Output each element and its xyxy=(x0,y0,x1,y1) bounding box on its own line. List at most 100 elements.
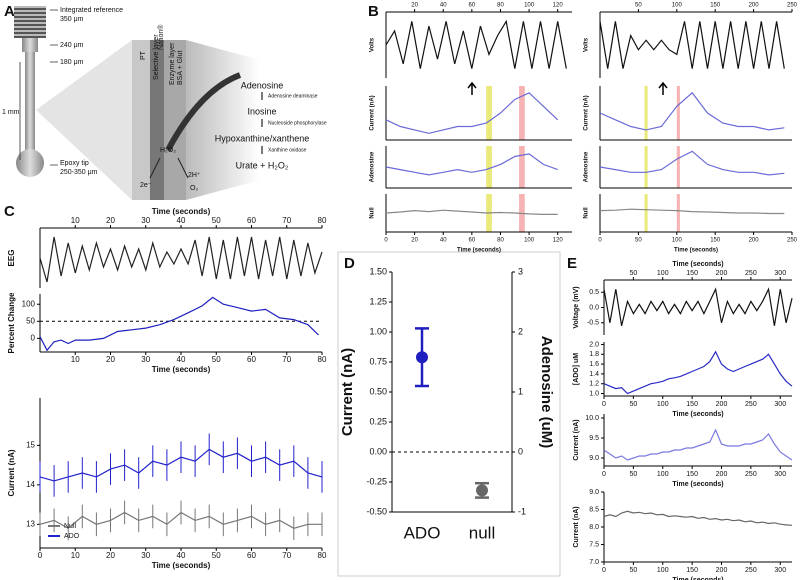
legend-label: ADO xyxy=(64,533,80,540)
y-tick-label: 0.00 xyxy=(369,446,387,456)
x-tick-label: 0 xyxy=(38,551,43,560)
x-tick-label: 100 xyxy=(672,238,683,244)
y2-tick-label: 0 xyxy=(518,446,523,456)
reaction-step: Inosine xyxy=(247,106,276,116)
x-axis-label: Time (seconds) xyxy=(672,577,723,580)
panel-label: C xyxy=(4,203,15,220)
y-tick-label: 9.0 xyxy=(589,489,599,496)
annotation: 240 μm xyxy=(60,42,84,49)
x-tick-label: 80 xyxy=(318,551,327,560)
x-tick-label: 20 xyxy=(411,238,418,244)
x-axis-label: Time (seconds) xyxy=(152,207,211,216)
legend-label: Null xyxy=(64,523,77,530)
x-tick-label: 300 xyxy=(774,270,786,277)
x-tick-label: 10 xyxy=(71,355,80,364)
y-tick-label: 1.0 xyxy=(589,390,599,397)
x-tick-label: 80 xyxy=(318,216,327,225)
x-tick-label: 50 xyxy=(629,401,637,408)
x-tick-label: null xyxy=(469,523,495,542)
x-tick-label: 250 xyxy=(787,238,798,244)
x-tick-label: 70 xyxy=(282,355,291,364)
x-tick-label: 150 xyxy=(710,238,721,244)
layer-label: BSA + Glut xyxy=(177,51,184,85)
y-tick-label: 14 xyxy=(26,480,35,489)
x-tick-label: 250 xyxy=(745,401,757,408)
panel-label: B xyxy=(368,3,379,20)
highlight-band xyxy=(676,86,680,140)
y-tick-label: 100 xyxy=(22,299,36,308)
x-axis-label: Time (seconds) xyxy=(674,248,718,254)
annotation: 250-350 μm xyxy=(60,169,98,176)
x-tick-label: 150 xyxy=(686,401,698,408)
y-tick-label: 0.25 xyxy=(369,416,387,426)
y-tick-label: 8.5 xyxy=(589,506,599,513)
x-tick-label: 200 xyxy=(716,471,728,478)
y-tick-label: 0.50 xyxy=(369,386,387,396)
y-tick-label: 1.8 xyxy=(589,351,599,358)
y-tick-label: 13 xyxy=(26,519,35,528)
x-tick-label: 40 xyxy=(440,3,447,9)
x-tick-label: 50 xyxy=(212,551,221,560)
highlight-band xyxy=(486,146,492,188)
x-tick-label: 150 xyxy=(686,567,698,574)
highlight-band xyxy=(676,194,680,232)
y-tick-label: 9.5 xyxy=(589,435,599,442)
data-line xyxy=(599,21,785,69)
x-tick-label: 40 xyxy=(440,238,447,244)
x-tick-label: 50 xyxy=(635,238,642,244)
x-tick-label: 100 xyxy=(657,567,669,574)
y2-tick-label: 2 xyxy=(518,326,523,336)
data-line xyxy=(599,91,785,131)
data-line xyxy=(603,350,793,395)
x-tick-label: 100 xyxy=(657,270,669,277)
x-tick-label: 200 xyxy=(716,270,728,277)
data-line xyxy=(385,153,558,176)
data-line xyxy=(385,92,559,134)
y-axis-label: Volts xyxy=(584,37,590,52)
layer-label: Nafion® xyxy=(157,24,165,50)
enzyme-label: Adenosine deaminase xyxy=(268,93,318,99)
y-axis-label: Current (nA) xyxy=(7,449,16,496)
data-line xyxy=(39,511,322,530)
x-tick-label: 60 xyxy=(469,3,476,9)
data-line xyxy=(39,296,319,352)
x-axis-label: Time (seconds) xyxy=(672,261,723,268)
data-line xyxy=(385,19,567,69)
x-axis-label: Time (seconds) xyxy=(672,411,723,418)
data-line xyxy=(39,236,323,283)
x-tick-label: 50 xyxy=(629,567,637,574)
x-tick-label: 200 xyxy=(749,3,760,9)
x-tick-label: 150 xyxy=(686,471,698,478)
y-tick-label: 15 xyxy=(26,440,35,449)
x-axis-label: Time (seconds) xyxy=(672,481,723,488)
reaction-step: Urate + H₂O₂ xyxy=(236,160,289,170)
x-tick-label: 50 xyxy=(212,216,221,225)
arrow xyxy=(467,81,668,95)
y-axis-label: EEG xyxy=(7,250,16,267)
x-tick-label: 150 xyxy=(710,3,721,9)
y-tick-label: 0.0 xyxy=(589,304,599,311)
y-axis-label: Current (nA) xyxy=(370,95,376,130)
x-tick-label: 300 xyxy=(774,401,786,408)
y-axis-label: [ADO] uM xyxy=(573,353,580,385)
x-tick-label: 0 xyxy=(602,471,606,478)
y-axis-label: Voltage (mV) xyxy=(573,286,580,328)
x-tick-label: 120 xyxy=(553,3,564,9)
x-tick-label: 50 xyxy=(629,270,637,277)
x-tick-label: 200 xyxy=(749,238,760,244)
y2-tick-label: 3 xyxy=(518,266,523,276)
x-tick-label: 250 xyxy=(745,471,757,478)
highlight-band xyxy=(644,194,648,232)
annotation: 2e⁻ xyxy=(140,182,152,189)
x-tick-label: 10 xyxy=(71,551,80,560)
x-tick-label: 40 xyxy=(177,355,186,364)
x-tick-label: 30 xyxy=(141,355,150,364)
x-tick-label: 100 xyxy=(657,471,669,478)
y-axis-label: Null xyxy=(584,207,590,219)
point xyxy=(416,351,428,364)
x-tick-label: 20 xyxy=(106,355,115,364)
x-tick-label: 80 xyxy=(318,355,327,364)
x-tick-label: 120 xyxy=(553,238,564,244)
x-tick-label: 20 xyxy=(411,3,418,9)
panel-label: A xyxy=(4,3,15,20)
